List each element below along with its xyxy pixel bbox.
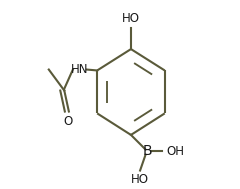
Text: HO: HO — [131, 173, 149, 186]
Text: HN: HN — [71, 63, 89, 76]
Text: OH: OH — [167, 145, 185, 158]
Text: B: B — [143, 144, 152, 158]
Text: O: O — [63, 115, 72, 128]
Text: HO: HO — [122, 12, 140, 25]
